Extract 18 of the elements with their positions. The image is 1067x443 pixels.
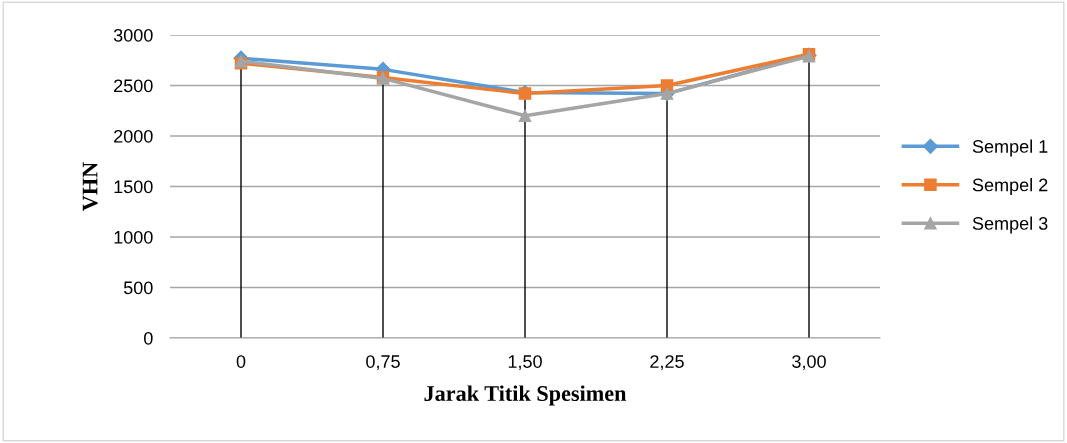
x-tick-label: 3,00 — [792, 355, 826, 371]
legend-label: Sempel 1 — [972, 139, 1048, 157]
y-tick-label: 0 — [144, 331, 153, 345]
y-tick-label: 3000 — [113, 28, 153, 42]
legend-label: Sempel 3 — [972, 216, 1048, 234]
y-tick-label: 500 — [123, 281, 153, 295]
x-axis-title: Jarak Titik Spesimen — [424, 385, 627, 406]
y-tick-label: 1500 — [114, 180, 153, 194]
y-tick-label: 1000 — [114, 230, 153, 244]
legend-label: Sempel 2 — [972, 178, 1048, 195]
x-tick-label: 1,50 — [508, 355, 542, 371]
x-tick-label: 0 — [236, 355, 246, 368]
y-axis-title: VHN — [82, 162, 98, 211]
y-tick-label: 2000 — [114, 129, 153, 143]
point — [518, 109, 532, 123]
x-tick-label: 2,25 — [650, 355, 684, 371]
x-tick-label: 0,75 — [366, 355, 400, 371]
y-tick-label: 2500 — [114, 79, 153, 93]
